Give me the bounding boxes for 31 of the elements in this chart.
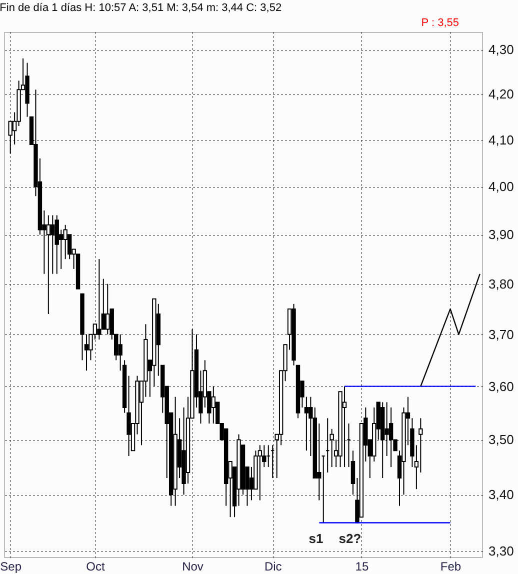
x-tick-label: Oct — [86, 560, 106, 574]
candlestick — [50, 214, 55, 274]
candlestick — [46, 214, 51, 315]
y-tick-label: 3,90 — [488, 227, 514, 242]
y-tick-label: 4,10 — [488, 132, 514, 148]
y-tick-label: 4,30 — [488, 42, 514, 58]
y-tick-label: 3,80 — [488, 276, 514, 292]
x-tick-label: Sep — [0, 560, 22, 574]
candlestick — [211, 386, 216, 424]
annotation: s1 — [308, 531, 324, 546]
candlestick — [384, 402, 389, 457]
y-tick-label: 3,30 — [488, 544, 514, 559]
y-tick-label: 3,40 — [488, 487, 514, 502]
y-tick-label: 3,70 — [488, 326, 514, 342]
chart-title: Fin de día 1 días H: 10:57 A: 3,51 M: 3,54 m: 3,44 C: 3,52 — [0, 2, 282, 14]
line-series — [420, 273, 480, 387]
annotation: s2? — [338, 531, 362, 546]
candlestick — [106, 283, 110, 335]
y-tick-label: 4,00 — [488, 179, 514, 194]
x-tick-label: Nov — [182, 560, 204, 574]
x-tick-label: Dic — [264, 560, 282, 574]
x-tick-label: 15 — [355, 560, 369, 574]
y-tick-label: 4,20 — [488, 86, 514, 102]
candlestick — [418, 418, 423, 473]
candlestick — [97, 258, 102, 340]
text: P : 3,55 — [421, 17, 459, 29]
x-tick-label: Feb — [440, 560, 462, 574]
y-tick-label: 3,50 — [488, 432, 514, 448]
candlestick — [258, 444, 262, 501]
y-tick-label: 3,60 — [488, 378, 514, 394]
candlestick — [342, 386, 347, 468]
